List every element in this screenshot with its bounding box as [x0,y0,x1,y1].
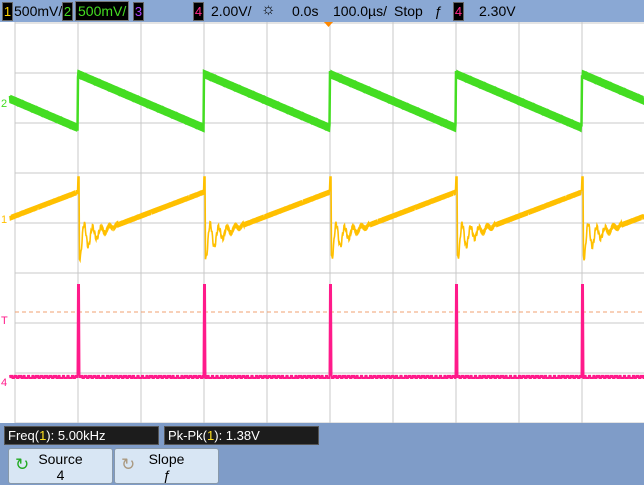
source-label: Source [38,451,83,467]
graticule: 2 1 T 4 [1,22,644,424]
ch1-trace [9,176,644,264]
trigger-slope-icon: ƒ [434,3,442,19]
trigger-level-marker: T [1,315,8,327]
run-state[interactable]: Stop [394,3,423,19]
ch1-badge[interactable]: 1 [2,2,13,21]
ch2-badge[interactable]: 2 [62,2,73,21]
pkpk-measurement: Pk-Pk(1): 1.38V [164,426,319,445]
ch2-ground-marker: 2 [1,98,7,110]
slope-value: ƒ [162,467,171,483]
delay[interactable]: 0.0s [292,3,319,19]
slope-softkey[interactable]: ↻ Slope ƒ [114,448,219,484]
slope-label: Slope [148,451,185,467]
trigger-position-marker [324,22,333,27]
softkey-panel: Freq(1): 5.00kHz Pk-Pk(1): 1.38V ↻ Sourc… [0,423,644,485]
intensity-icon[interactable]: ☼ [261,1,276,18]
ch4-badge[interactable]: 4 [193,2,204,21]
rotate-knob-icon: ↻ [15,455,30,474]
source-softkey[interactable]: ↻ Source 4 [8,448,113,484]
ch4-ground-marker: 4 [1,377,7,389]
timebase[interactable]: 100.0µs/ [333,3,387,19]
ch1-scale[interactable]: 500mV/ [14,3,63,19]
source-value: 4 [56,467,65,483]
ch4-trace [9,284,644,379]
ch2-trace [8,69,644,133]
waveform-display[interactable]: 2 1 T 4 [0,22,644,424]
ch2-scale[interactable]: 500mV/ [75,1,129,21]
ch4-scale[interactable]: 2.00V/ [211,3,252,19]
status-bar: 1 500mV/ 2 500mV/ 3 4 2.00V/ ☼ 0.0s 100.… [0,0,644,22]
trigger-level[interactable]: 2.30V [479,3,516,19]
freq-measurement: Freq(1): 5.00kHz [4,426,159,445]
rotate-knob-icon: ↻ [121,455,136,474]
ch3-badge[interactable]: 3 [133,2,144,21]
trigger-source-badge[interactable]: 4 [453,2,464,21]
ch1-ground-marker: 1 [1,214,7,226]
